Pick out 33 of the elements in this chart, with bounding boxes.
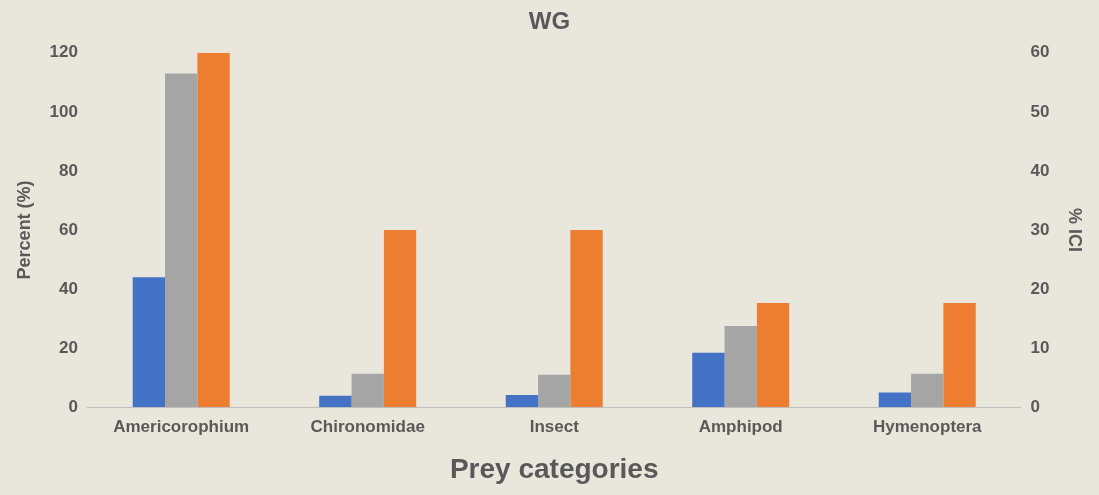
bar (878, 392, 912, 407)
y2-tick-label: 10 (1030, 337, 1050, 357)
x-tick-label: Hymenoptera (872, 416, 983, 436)
bar (383, 229, 417, 407)
y2-tick-label: 40 (1030, 160, 1050, 180)
y-tick-label: 80 (59, 160, 78, 180)
bar (692, 352, 725, 407)
y2-tick-label: 50 (1030, 101, 1050, 121)
y-tick-label: 0 (68, 396, 78, 416)
x-axis-title: Prey categories (449, 452, 659, 484)
chart-title: WG (528, 7, 571, 35)
y2-tick-label: 0 (1030, 396, 1040, 416)
y-tick-label: 120 (49, 42, 78, 62)
bar (505, 394, 539, 407)
y2-tick-label: 20 (1030, 278, 1050, 298)
y2-axis-title: % ICI (1065, 207, 1086, 252)
bar (538, 374, 571, 407)
y2-tick-label: 60 (1030, 42, 1050, 62)
bar (943, 303, 976, 407)
x-tick-label: Amphipod (698, 416, 783, 436)
y2-tick-label: 30 (1030, 219, 1050, 239)
y-axis-title: Percent (%) (13, 180, 34, 280)
x-tick-label: Americorophium (113, 416, 250, 436)
bar (351, 373, 384, 407)
y-tick-label: 40 (59, 278, 78, 298)
bar (319, 395, 352, 407)
bar (570, 229, 603, 407)
y-tick-label: 20 (59, 337, 78, 357)
y-tick-label: 100 (49, 101, 78, 121)
x-tick-label: Chironomidae (310, 416, 425, 436)
y-tick-label: 60 (59, 219, 78, 239)
x-tick-label: Insect (529, 416, 580, 436)
bar (132, 277, 166, 407)
